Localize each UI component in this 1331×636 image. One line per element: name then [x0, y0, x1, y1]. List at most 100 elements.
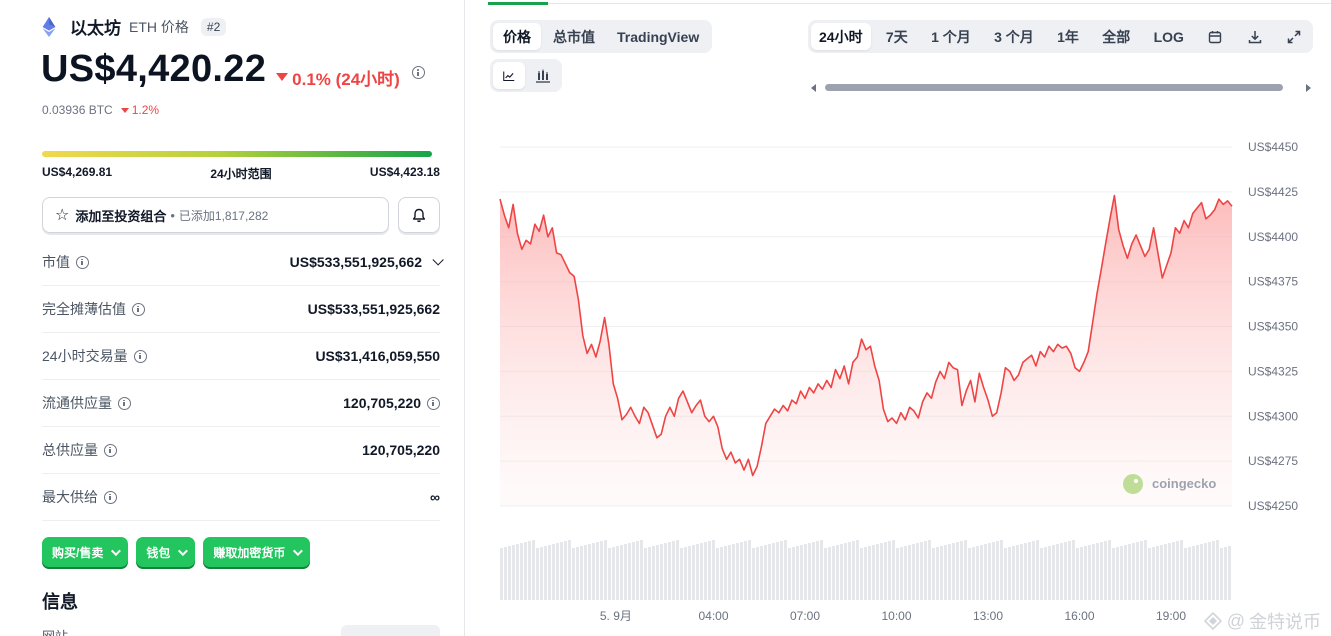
volume-bar — [540, 547, 543, 600]
add-to-portfolio-label: 添加至投资组合 — [75, 208, 167, 224]
tab-price[interactable]: 价格 — [493, 23, 541, 50]
volume-bar — [960, 541, 963, 600]
volume-bar — [684, 547, 687, 600]
candlestick-toggle[interactable] — [527, 62, 559, 89]
volume-bar — [1148, 548, 1151, 600]
range-all[interactable]: 全部 — [1102, 28, 1131, 45]
y-tick-label: US$4425 — [1248, 185, 1298, 199]
volume-bar — [1120, 546, 1123, 600]
bell-icon — [412, 208, 426, 222]
range-7d[interactable]: 7天 — [885, 28, 908, 45]
btc-change-value: 1.2% — [131, 103, 160, 117]
volume-bar — [976, 546, 979, 600]
volume-bar — [1184, 548, 1187, 600]
volume-bar — [560, 542, 563, 600]
download-button[interactable] — [1239, 23, 1271, 50]
date-picker-button[interactable] — [1199, 23, 1231, 50]
volume-bar — [1028, 542, 1031, 600]
info-icon[interactable] — [427, 396, 440, 410]
range-24h[interactable]: 24小时 — [811, 23, 871, 50]
earn-crypto-button[interactable]: 赚取加密货币 — [203, 537, 311, 567]
watermark-at-icon: @ — [1226, 610, 1245, 631]
line-chart-toggle[interactable] — [493, 62, 525, 89]
volume-bar — [1080, 547, 1083, 600]
volume-bar — [616, 546, 619, 600]
tab-divider — [488, 3, 1331, 4]
volume-bar — [1188, 547, 1191, 600]
download-icon — [1248, 30, 1261, 43]
chevron-down-icon — [293, 545, 304, 556]
volume-bar — [688, 546, 691, 600]
volume-bar — [584, 545, 587, 600]
volume-bar — [1144, 540, 1147, 600]
volume-bar — [544, 546, 547, 600]
volume-bar — [1208, 542, 1211, 600]
x-axis: 5. 9月 04:00 07:00 10:00 13:00 16:00 19:00 — [600, 609, 1186, 623]
fullscreen-button[interactable] — [1278, 23, 1310, 50]
info-icon[interactable] — [118, 396, 131, 410]
volume-bar — [624, 544, 627, 600]
volume-bar — [856, 540, 859, 600]
info-icon[interactable] — [133, 349, 147, 363]
btc-change: 1.2% — [120, 103, 160, 117]
volume-bar — [1156, 546, 1159, 600]
buy-sell-button[interactable]: 购买/售卖 — [42, 537, 129, 567]
info-icon[interactable] — [132, 302, 145, 316]
log-scale-toggle[interactable]: LOG — [1153, 28, 1184, 45]
y-tick-label: US$4450 — [1248, 140, 1298, 154]
chart-type-tabs: 价格 总市值 TradingView — [490, 20, 713, 53]
btc-price-row: 0.03936 BTC 1.2% — [42, 103, 159, 117]
stat-fdv: 完全摊薄估值 US$533,551,925,662 — [42, 286, 440, 333]
separator-dot: • — [170, 207, 175, 223]
price-chart[interactable]: US$4250 US$4275 US$4300 US$4325 US$4350 US$43… — [466, 0, 1331, 636]
expand-icon — [1287, 30, 1301, 43]
range-1y[interactable]: 1年 — [1057, 28, 1079, 45]
price-alert-button[interactable] — [398, 197, 440, 233]
earn-label: 赚取加密货币 — [213, 545, 286, 560]
info-icon[interactable] — [76, 255, 89, 269]
volume-bar — [576, 547, 579, 600]
volume-bar — [1192, 546, 1195, 600]
volume-bar — [600, 541, 603, 600]
volume-bar — [832, 546, 835, 600]
scroll-left-icon[interactable] — [811, 84, 816, 92]
volume-bar — [1152, 547, 1155, 600]
tab-market-cap[interactable]: 总市值 — [553, 28, 595, 45]
tab-tradingview[interactable]: TradingView — [617, 28, 700, 45]
range-1m[interactable]: 1 个月 — [931, 28, 971, 45]
volume-bar — [1092, 544, 1095, 600]
volume-bar — [1000, 540, 1003, 600]
stat-value: US$31,416,059,550 — [315, 348, 440, 364]
volume-bar — [952, 543, 955, 600]
coingecko-logo-icon — [1123, 474, 1143, 494]
scroll-right-icon[interactable] — [1306, 84, 1311, 92]
wallet-button[interactable]: 钱包 — [136, 537, 196, 567]
y-tick-label: US$4375 — [1248, 275, 1298, 289]
volume-bar — [772, 543, 775, 600]
chart-range-scrollbar[interactable] — [811, 81, 1311, 93]
volume-bar — [516, 544, 519, 600]
range-3m[interactable]: 3 个月 — [994, 28, 1034, 45]
info-icon[interactable] — [411, 66, 425, 79]
active-tab-indicator — [488, 2, 548, 5]
info-icon[interactable] — [104, 443, 117, 457]
website-link-pill[interactable] — [341, 625, 440, 636]
volume-bar — [1076, 548, 1079, 600]
volume-bar — [988, 543, 991, 600]
add-to-portfolio-button[interactable]: ☆ 添加至投资组合 • 已添加1,817,282 — [42, 197, 389, 233]
chevron-down-icon[interactable] — [432, 254, 444, 266]
x-tick-label: 16:00 — [1064, 609, 1094, 623]
volume-bar — [760, 546, 763, 600]
stat-label: 流通供应量 — [42, 395, 112, 411]
range-label: 24小时范围 — [210, 167, 272, 181]
volume-bar — [984, 544, 987, 600]
volume-bar — [768, 544, 771, 600]
scrollbar-thumb[interactable] — [825, 84, 1283, 91]
info-icon[interactable] — [104, 490, 117, 504]
stat-total-supply: 总供应量 120,705,220 — [42, 427, 440, 474]
website-label: 网站 — [42, 626, 68, 636]
x-tick-label: 10:00 — [881, 609, 911, 623]
volume-bar — [1176, 541, 1179, 600]
chevron-down-icon — [111, 545, 122, 556]
y-tick-label: US$4325 — [1248, 364, 1298, 378]
